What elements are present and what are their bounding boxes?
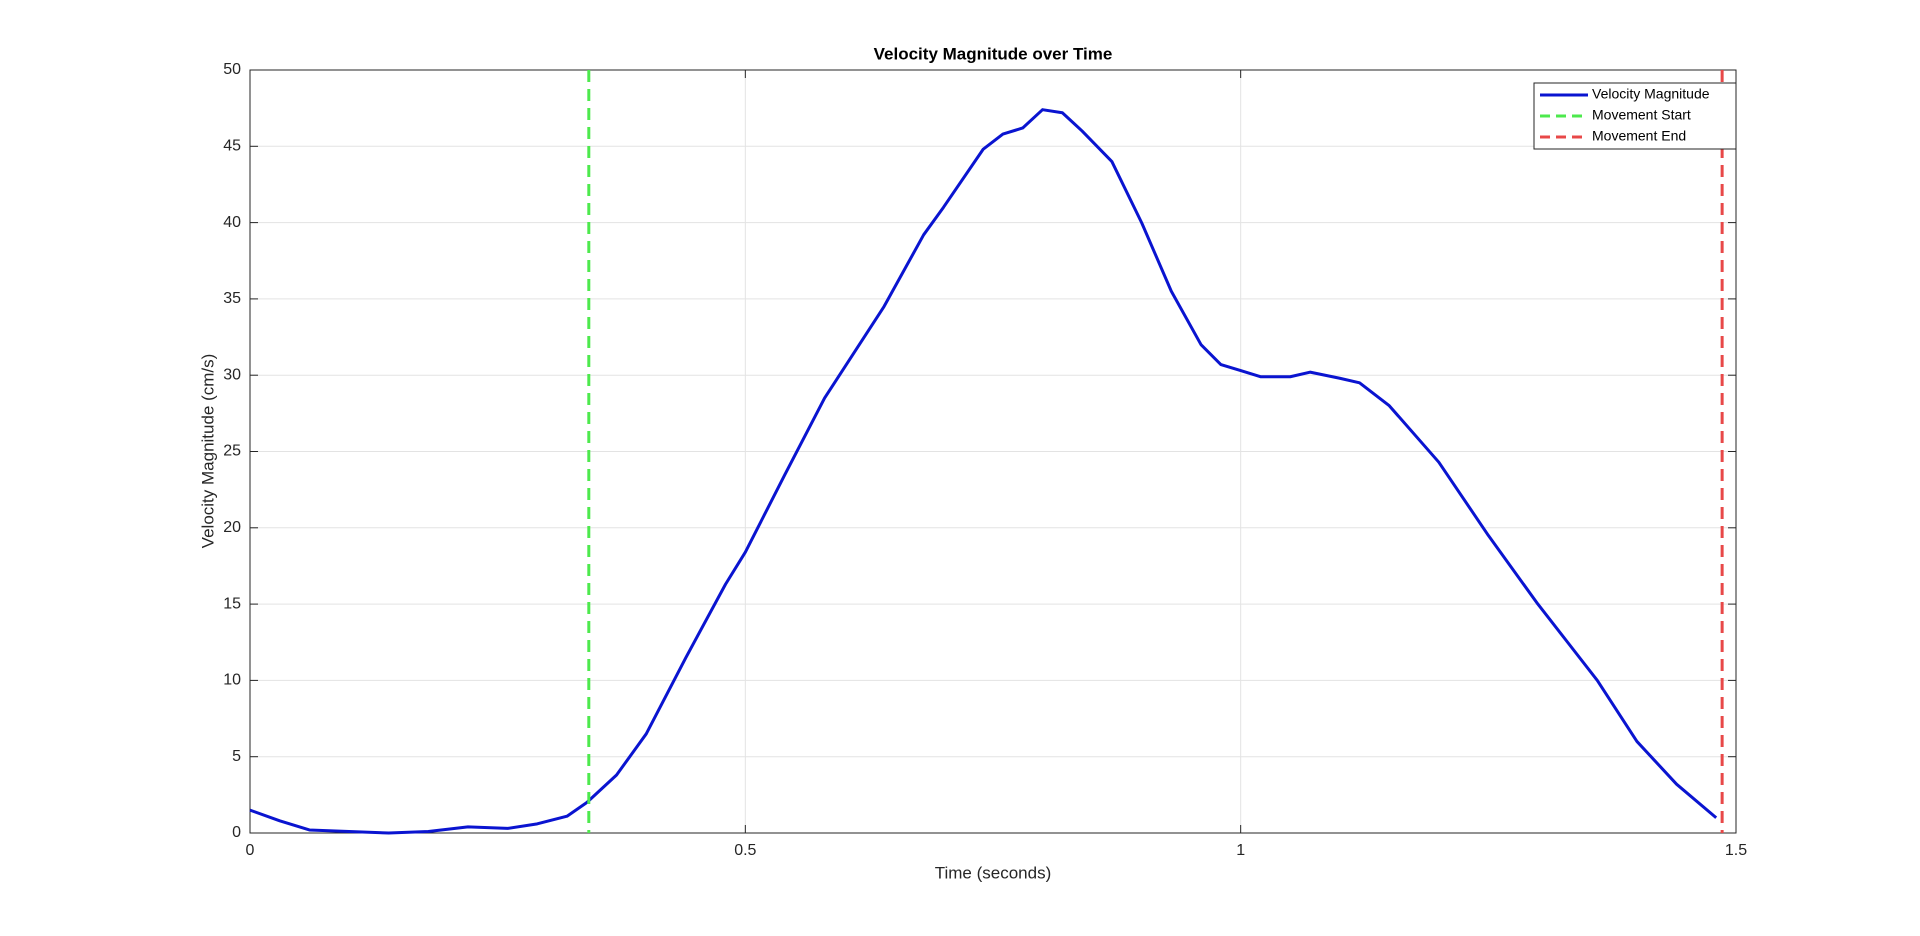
chart-title: Velocity Magnitude over Time xyxy=(874,44,1113,63)
x-tick-label: 0 xyxy=(246,842,255,859)
y-tick-label: 15 xyxy=(223,595,241,612)
legend-label: Movement Start xyxy=(1592,107,1691,123)
legend-label: Velocity Magnitude xyxy=(1592,86,1710,102)
legend-label: Movement End xyxy=(1592,128,1686,144)
x-tick-label: 0.5 xyxy=(734,842,756,859)
y-tick-label: 5 xyxy=(232,748,241,765)
y-tick-label: 40 xyxy=(223,214,241,231)
y-tick-label: 0 xyxy=(232,824,241,841)
x-tick-label: 1 xyxy=(1236,842,1245,859)
x-axis-label: Time (seconds) xyxy=(935,863,1052,882)
plot-frame xyxy=(249,69,1737,834)
y-tick-label: 50 xyxy=(223,61,241,78)
y-tick-label: 45 xyxy=(223,138,241,155)
y-tick-label: 25 xyxy=(223,443,241,460)
y-axis-label: Velocity Magnitude (cm/s) xyxy=(198,354,217,549)
y-tick-label: 30 xyxy=(223,366,241,383)
y-tick-label: 35 xyxy=(223,290,241,307)
y-tick-label: 20 xyxy=(223,519,241,536)
y-tick-label: 10 xyxy=(223,672,241,689)
x-tick-label: 1.5 xyxy=(1725,842,1747,859)
data-line xyxy=(249,108,1718,835)
